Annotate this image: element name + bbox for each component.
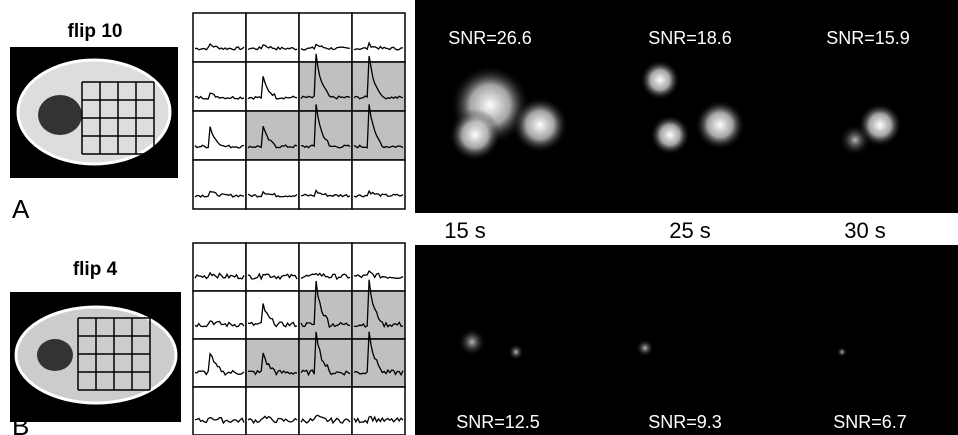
trace — [354, 279, 404, 329]
trace-cell — [192, 242, 247, 292]
trace — [300, 104, 351, 149]
trace-cell — [245, 386, 300, 435]
mri-region — [38, 95, 82, 135]
trace-cell — [298, 159, 353, 210]
trace-cell — [192, 386, 247, 435]
panel-title: flip 10 — [68, 21, 123, 42]
trace — [247, 303, 298, 328]
trace — [353, 269, 404, 280]
trace-cell — [351, 159, 406, 210]
trace-cell — [298, 61, 353, 112]
trace-cell — [351, 61, 406, 112]
trace-cell — [245, 12, 300, 63]
trace — [194, 190, 245, 198]
trace — [300, 414, 351, 425]
trace — [353, 415, 404, 425]
trace-cell — [351, 242, 406, 292]
snr-label: SNR=18.6 — [648, 28, 732, 48]
trace-cell — [245, 290, 300, 340]
trace-cell — [298, 242, 353, 292]
trace-cell — [192, 61, 247, 112]
trace — [353, 55, 404, 100]
trace — [300, 188, 351, 198]
panel-label: A — [12, 194, 30, 224]
snr-label: SNR=15.9 — [826, 28, 910, 48]
trace-cell — [351, 290, 406, 340]
trace-cell — [245, 242, 300, 292]
trace-cell — [351, 12, 406, 63]
trace-cell — [298, 386, 353, 435]
time-label: 15 s — [444, 218, 486, 243]
blobs — [449, 60, 902, 360]
trace — [353, 189, 404, 198]
trace-cell — [298, 110, 353, 161]
trace — [194, 352, 245, 376]
trace — [300, 53, 351, 100]
trace — [194, 320, 245, 328]
time-label: 25 s — [669, 218, 711, 243]
trace — [300, 331, 351, 377]
trace-cell — [192, 338, 247, 388]
trace — [194, 271, 245, 280]
trace-cell — [245, 110, 300, 161]
trace-cell — [192, 12, 247, 63]
trace — [300, 43, 351, 51]
trace-cell — [192, 159, 247, 210]
trace-cell — [245, 61, 300, 112]
trace-cell — [192, 110, 247, 161]
trace — [247, 272, 298, 281]
panel-label: B — [12, 411, 29, 435]
trace-cell — [245, 159, 300, 210]
trace-cell — [298, 338, 353, 388]
snr-label: SNR=6.7 — [833, 412, 907, 432]
trace — [247, 44, 298, 51]
trace-cell — [351, 338, 406, 388]
trace — [194, 42, 245, 51]
trace — [353, 41, 403, 51]
mri-region — [37, 339, 73, 371]
image-panel — [415, 245, 958, 435]
trace — [247, 190, 298, 198]
trace — [353, 104, 404, 149]
trace-cell — [351, 386, 406, 435]
panel-title: flip 4 — [73, 259, 118, 280]
trace — [194, 92, 245, 100]
trace-cell — [245, 338, 300, 388]
trace — [300, 280, 351, 328]
trace — [247, 415, 298, 425]
trace-cell — [298, 12, 353, 63]
trace-cell — [351, 110, 406, 161]
mri-body — [16, 58, 172, 166]
trace — [194, 126, 245, 149]
snr-label: SNR=9.3 — [648, 412, 722, 432]
trace — [247, 125, 298, 149]
time-label: 30 s — [844, 218, 886, 243]
trace — [353, 331, 404, 377]
trace-cell — [192, 290, 247, 340]
snr-label: SNR=26.6 — [448, 28, 532, 48]
trace — [247, 352, 298, 376]
trace — [300, 272, 351, 281]
trace — [247, 76, 298, 100]
snr-label: SNR=12.5 — [456, 412, 540, 432]
trace — [194, 416, 245, 425]
